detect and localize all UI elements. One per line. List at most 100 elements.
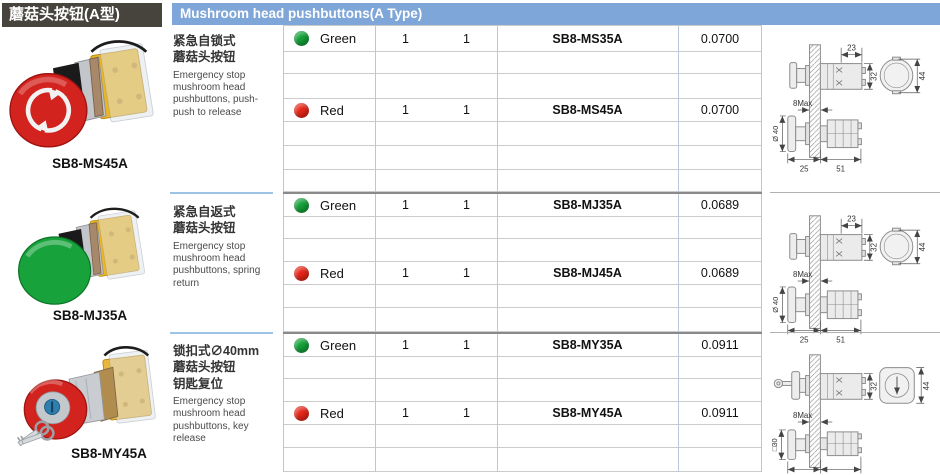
- table-gridline: [678, 26, 679, 192]
- product-table: Green 1 1 SB8-MY35A 0.0911 Red 1 1 SB8-M…: [283, 334, 762, 472]
- table-row: Green 1 1 SB8-MS35A 0.0700: [283, 26, 762, 52]
- model-cell: SB8-MJ45A: [553, 266, 622, 280]
- red-color-dot: [294, 265, 309, 281]
- product-description: 锁扣式∅40mm 蘑菇头按钮 钥匙复位 Emergency stop mushr…: [173, 343, 279, 445]
- qty-nc-cell: 1: [463, 406, 470, 420]
- side-view-upper-key: [773, 371, 866, 400]
- dimension-drawing-image: 32 44 8Max □30 27 51: [770, 354, 931, 475]
- dimension-labels: 23 32 44 8Max Ø 40 25 51: [771, 44, 927, 174]
- model-cell: SB8-MY45A: [552, 406, 623, 420]
- weight-cell: 0.0911: [701, 406, 739, 420]
- table-row-empty: [283, 170, 762, 192]
- product-label: SB8-MS45A: [52, 156, 128, 171]
- side-view-lower: [787, 115, 862, 153]
- side-view-lower: [787, 286, 862, 324]
- table-gridline: [283, 194, 284, 332]
- section-divider: [283, 192, 762, 194]
- color-cell: Red: [283, 262, 375, 284]
- section-divider: [170, 332, 273, 334]
- front-view-square: [879, 367, 915, 404]
- color-name: Red: [320, 265, 344, 281]
- qty-no-cell: 1: [402, 406, 409, 420]
- contact-block: [90, 40, 154, 123]
- description-cn: 紧急自锁式 蘑菇头按钮: [173, 34, 236, 65]
- weight-cell: 0.0689: [700, 266, 740, 280]
- dimension-lines: [779, 47, 921, 164]
- qty-no-cell: 1: [402, 338, 409, 352]
- keys: [16, 420, 55, 447]
- table-gridline: [497, 194, 498, 332]
- table-row-empty: [283, 379, 762, 402]
- description-en: Emergency stop mushroom head pushbuttons…: [173, 69, 259, 118]
- qty-no-cell: 1: [402, 266, 409, 280]
- weight-cell: 0.0700: [700, 31, 740, 46]
- table-gridline: [761, 26, 762, 192]
- front-view: [879, 227, 914, 266]
- dimension-drawing: 23 32 44 8Max Ø 40 25 51: [770, 29, 940, 175]
- section-divider: [283, 332, 762, 334]
- side-view-upper: [789, 62, 866, 90]
- green-color-dot: [294, 197, 309, 213]
- section-divider: [170, 192, 273, 194]
- contact-block: [89, 207, 146, 280]
- product-table: Green 1 1 SB8-MJ35A 0.0689 Red 1 1 SB8-M…: [283, 194, 762, 332]
- color-cell: Green: [283, 26, 375, 51]
- color-cell: Red: [283, 99, 375, 121]
- qty-nc-cell: 1: [463, 338, 470, 352]
- product-label: SB8-MY45A: [71, 446, 147, 461]
- product-photo-image: [16, 346, 156, 447]
- product-section-my: SB8-MY45A 锁扣式∅40mm 蘑菇头按钮 钥匙复位 Emergency …: [0, 332, 940, 475]
- model-cell: SB8-MS35A: [552, 31, 623, 46]
- color-name: Red: [320, 102, 344, 118]
- table-row-empty: [283, 425, 762, 448]
- color-name: Green: [320, 31, 357, 46]
- table-row-empty: [283, 308, 762, 332]
- dimension-labels: 23 32 44 8Max Ø 40 25 51: [771, 215, 927, 345]
- table-row: Green 1 1 SB8-MY35A 0.0911: [283, 334, 762, 357]
- product-label: SB8-MJ35A: [52, 308, 128, 323]
- qty-no-cell: 1: [402, 198, 409, 212]
- color-cell: Red: [283, 402, 375, 424]
- table-row-empty: [283, 52, 762, 74]
- dimension-drawing: 23 32 44 8Max Ø 40 25 51: [770, 200, 940, 346]
- qty-no-cell: 1: [402, 31, 409, 46]
- table-gridline: [761, 334, 762, 472]
- page-title-en: Mushroom head pushbuttons(A Type): [172, 3, 940, 25]
- qty-nc-cell: 1: [463, 31, 470, 46]
- dim-panel-max: 8Max: [793, 411, 812, 420]
- section-divider: [770, 332, 940, 333]
- weight-cell: 0.0689: [700, 198, 740, 212]
- table-row: Red 1 1 SB8-MY45A 0.0911: [283, 402, 762, 425]
- model-cell: SB8-MS45A: [552, 103, 623, 117]
- table-gridline: [761, 194, 762, 332]
- product-photo-my45a: [0, 337, 170, 455]
- qty-nc-cell: 1: [463, 266, 470, 280]
- table-row: Red 1 1 SB8-MS45A 0.0700: [283, 99, 762, 122]
- color-cell: Green: [283, 194, 375, 216]
- red-color-dot: [294, 405, 309, 421]
- table-gridline: [375, 26, 376, 192]
- table-row-empty: [283, 448, 762, 472]
- front-view: [879, 56, 914, 95]
- dim-top-width: 23: [847, 215, 856, 224]
- table-row-empty: [283, 357, 762, 379]
- color-name: Green: [320, 337, 357, 353]
- table-gridline: [497, 26, 498, 192]
- qty-nc-cell: 1: [463, 103, 470, 117]
- green-color-dot: [294, 31, 309, 46]
- model-cell: SB8-MY35A: [552, 338, 623, 352]
- dim-body-height: 32: [870, 243, 879, 252]
- side-view-upper: [789, 233, 866, 261]
- description-cn: 紧急自返式 蘑菇头按钮: [173, 205, 236, 236]
- dim-panel-max: 8Max: [793, 99, 812, 108]
- page-title-cn: 蘑菇头按钮(A型): [2, 3, 162, 27]
- table-row: Red 1 1 SB8-MJ45A 0.0689: [283, 262, 762, 285]
- table-row-empty: [283, 285, 762, 308]
- dim-top-width: 23: [847, 44, 856, 53]
- product-section-ms: SB8-MS45A 紧急自锁式 蘑菇头按钮 Emergency stop mus…: [0, 25, 940, 192]
- red-color-dot: [294, 102, 309, 118]
- table-row-empty: [283, 217, 762, 239]
- table-row: Green 1 1 SB8-MJ35A 0.0689: [283, 194, 762, 217]
- dim-body-height: 32: [870, 72, 879, 81]
- product-section-mj: SB8-MJ35A 紧急自返式 蘑菇头按钮 Emergency stop mus…: [0, 192, 940, 344]
